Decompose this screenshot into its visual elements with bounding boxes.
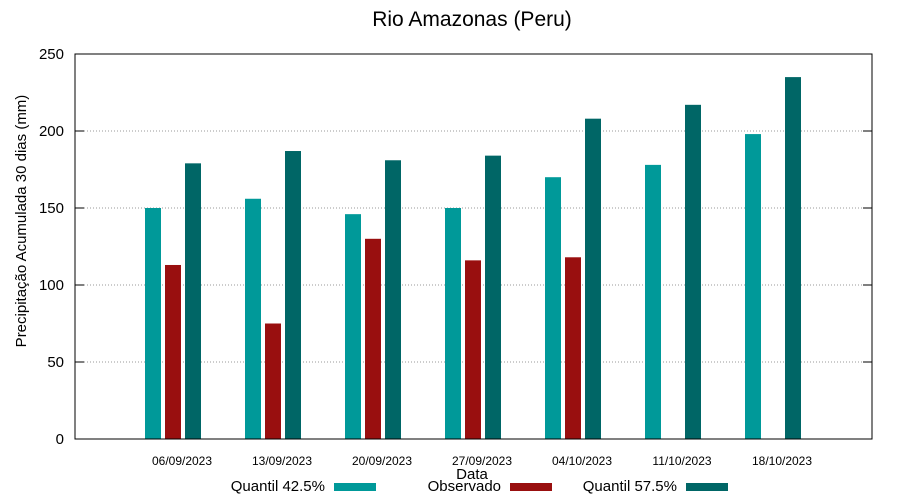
bar-quantil-57-5-2 (385, 160, 401, 439)
x-tick-label: 20/09/2023 (352, 454, 412, 468)
y-axis-ticks: 0 50 100 150 200 250 (39, 46, 872, 448)
bars-group (145, 77, 801, 440)
bar-quantil-42-5-3 (445, 208, 461, 439)
x-axis-label: Data (456, 466, 488, 483)
y-tick-label: 200 (39, 123, 64, 140)
x-axis-ticks: 06/09/2023 13/09/2023 20/09/2023 27/09/2023… (152, 454, 812, 468)
bar-observado-2 (365, 238, 381, 439)
y-tick-label: 0 (56, 431, 64, 448)
bar-quantil-42-5-2 (345, 214, 361, 439)
bar-quantil-57-5-6 (785, 77, 801, 439)
bar-quantil-42-5-4 (545, 177, 561, 439)
legend-swatch (334, 483, 376, 491)
legend: Quantil 42.5% Observado Quantil 57.5% (231, 478, 728, 495)
y-tick-label: 150 (39, 200, 64, 217)
bar-observado-0 (165, 264, 181, 439)
bar-quantil-42-5-6 (745, 134, 761, 439)
y-tick-label: 100 (39, 277, 64, 294)
plot-frame (74, 53, 873, 440)
bar-quantil-42-5-1 (245, 198, 261, 439)
legend-swatch (686, 483, 728, 491)
bar-quantil-57-5-0 (185, 163, 201, 439)
bar-quantil-57-5-5 (685, 104, 701, 439)
bar-quantil-57-5-4 (585, 118, 601, 440)
x-tick-label: 06/09/2023 (152, 454, 212, 468)
legend-swatch (510, 483, 552, 491)
x-tick-label: 13/09/2023 (252, 454, 312, 468)
chart-title: Rio Amazonas (Peru) (372, 8, 572, 31)
y-axis-label: Precipitação Acumulada 30 dias (mm) (13, 95, 30, 348)
y-tick-label: 250 (39, 46, 64, 63)
bar-observado-3 (465, 260, 481, 439)
x-tick-label: 11/10/2023 (652, 454, 711, 468)
bar-quantil-42-5-0 (145, 208, 161, 439)
legend-label: Quantil 42.5% (231, 478, 325, 495)
legend-label: Observado (428, 478, 501, 495)
bar-quantil-57-5-3 (485, 155, 501, 439)
x-tick-label: 18/10/2023 (752, 454, 812, 468)
x-tick-label: 27/09/2023 (452, 454, 512, 468)
bar-observado-1 (265, 323, 281, 439)
legend-label: Quantil 57.5% (583, 478, 677, 495)
grid-lines (75, 130, 872, 363)
y-tick-label: 50 (47, 354, 64, 371)
bar-quantil-42-5-5 (645, 164, 661, 439)
bar-observado-4 (565, 257, 581, 439)
bar-quantil-57-5-1 (285, 151, 301, 439)
x-tick-label: 04/10/2023 (552, 454, 612, 468)
